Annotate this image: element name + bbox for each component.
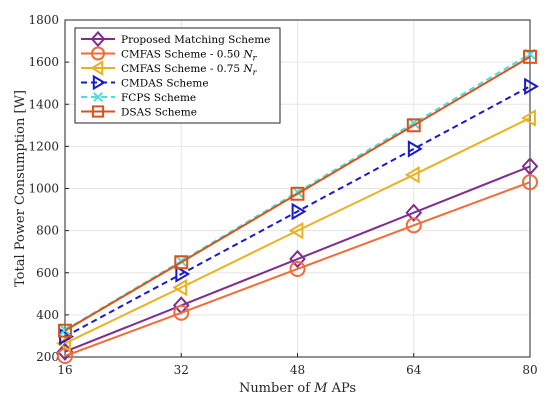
legend: Proposed Matching Scheme CMFAS Scheme - 0… xyxy=(74,27,281,124)
data-point xyxy=(91,46,105,61)
data-point xyxy=(404,166,420,184)
series-line xyxy=(64,117,531,345)
data-point xyxy=(172,278,188,297)
data-point xyxy=(58,323,72,338)
data-point xyxy=(90,60,104,76)
series-2 xyxy=(57,174,538,364)
legend-label: FCPS Scheme xyxy=(121,92,196,104)
data-point xyxy=(92,74,106,91)
legend-item: CMFAS Scheme - 0.50 Nr xyxy=(81,46,258,63)
data-point xyxy=(288,221,304,240)
data-point xyxy=(406,118,421,133)
legend-label: CMDAS Scheme xyxy=(121,78,209,90)
series-line xyxy=(64,55,531,332)
x-tick-label: 32 xyxy=(174,363,189,377)
data-point xyxy=(289,249,306,269)
x-tick-label: 16 xyxy=(57,363,72,377)
y-axis-label: Total Power Consumption [W] xyxy=(13,90,28,287)
legend-item: CMDAS Scheme xyxy=(81,74,209,91)
legend-label: Proposed Matching Scheme xyxy=(121,34,270,46)
series-line xyxy=(64,165,531,353)
data-point xyxy=(523,49,537,64)
data-point xyxy=(524,77,539,96)
data-point xyxy=(290,186,305,201)
x-tick-label: 80 xyxy=(522,363,537,377)
x-axis-label: Number of M APs xyxy=(239,381,356,396)
data-point xyxy=(57,347,73,364)
y-tick-label: 600 xyxy=(36,266,59,280)
y-tick-label: 1000 xyxy=(28,182,59,196)
data-point xyxy=(405,217,422,234)
legend-item: Proposed Matching Scheme xyxy=(81,30,270,48)
data-point xyxy=(174,255,189,270)
data-point xyxy=(291,202,307,221)
data-point xyxy=(56,334,71,353)
legend-label: CMFAS Scheme - 0.75 Nr xyxy=(121,63,258,77)
series-line xyxy=(64,181,531,357)
axis-ticks: 16 32 48 64 80 200 400 600 800 1000 1200 1400 1600 18… xyxy=(28,13,537,377)
y-tick-label: 1200 xyxy=(28,139,59,153)
x-tick-label: 48 xyxy=(290,363,305,377)
data-point xyxy=(90,30,106,48)
data-point xyxy=(93,92,103,102)
legend-item: FCPS Scheme xyxy=(81,92,196,104)
legend-item: DSAS Scheme xyxy=(81,105,197,119)
y-tick-label: 1600 xyxy=(28,55,59,69)
series-6 xyxy=(58,49,537,338)
y-tick-label: 1400 xyxy=(28,97,59,111)
y-tick-label: 200 xyxy=(36,350,59,364)
data-point xyxy=(173,304,190,321)
data-point xyxy=(521,109,536,127)
data-point xyxy=(407,140,423,158)
legend-item: CMFAS Scheme - 0.75 Nr xyxy=(81,60,258,77)
legend-label: DSAS Scheme xyxy=(121,107,197,119)
y-tick-label: 400 xyxy=(36,308,59,322)
data-point xyxy=(405,203,423,222)
data-point xyxy=(522,174,538,191)
legend-box xyxy=(74,27,281,124)
data-point xyxy=(521,157,539,176)
x-tick-label: 64 xyxy=(406,363,422,377)
series-3 xyxy=(56,109,536,353)
data-point xyxy=(175,265,191,283)
y-tick-label: 800 xyxy=(36,224,59,238)
series-group xyxy=(56,48,539,364)
data-point xyxy=(91,105,105,118)
series-4 xyxy=(59,77,539,346)
legend-label: CMFAS Scheme - 0.50 Nr xyxy=(121,49,258,63)
data-point xyxy=(289,260,306,277)
y-tick-label: 1800 xyxy=(28,13,59,27)
series-line xyxy=(64,85,531,338)
